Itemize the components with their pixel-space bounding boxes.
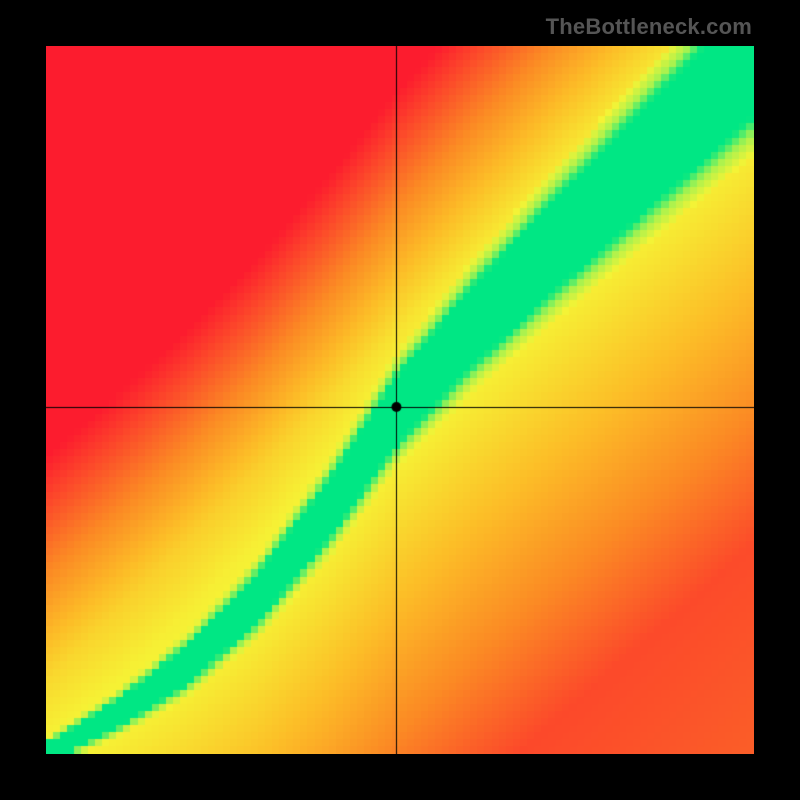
chart-frame: TheBottleneck.com bbox=[0, 0, 800, 800]
crosshair-overlay bbox=[46, 46, 754, 754]
watermark-text: TheBottleneck.com bbox=[546, 14, 752, 40]
